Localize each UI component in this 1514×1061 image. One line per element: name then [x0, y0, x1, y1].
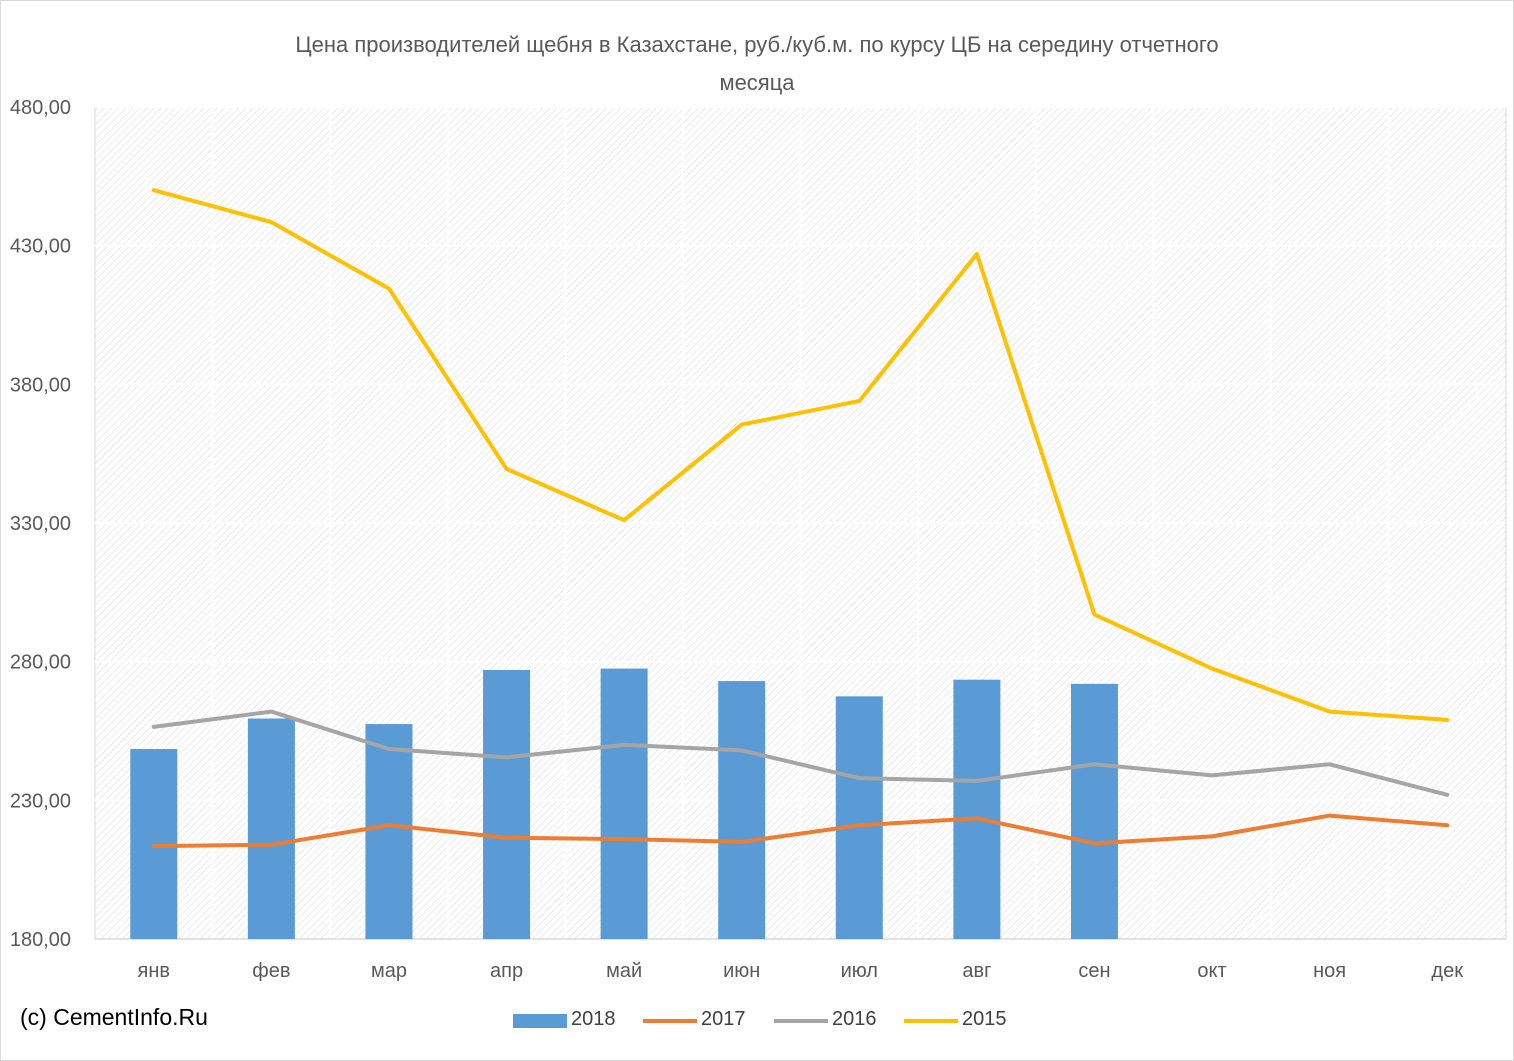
x-tick-label: сен — [1078, 960, 1110, 982]
x-tick-label: июл — [841, 960, 878, 982]
x-tick-label: апр — [490, 960, 523, 982]
y-tick-label: 230,00 — [10, 790, 71, 812]
bar-2018 — [1070, 683, 1118, 939]
x-tick-label: дек — [1431, 960, 1463, 982]
legend-swatch-2016 — [774, 1019, 828, 1023]
line-series-2017 — [151, 813, 1450, 849]
x-tick-label: окт — [1197, 960, 1226, 982]
y-tick-label: 480,00 — [10, 97, 71, 119]
legend-label-2015: 2015 — [962, 1008, 1007, 1030]
line-series-2015 — [151, 188, 1450, 722]
bar-2018 — [600, 668, 648, 939]
y-tick-label: 380,00 — [10, 374, 71, 396]
legend-label-2018: 2018 — [571, 1008, 616, 1030]
y-tick-label: 430,00 — [10, 236, 71, 258]
bar-2018 — [718, 681, 766, 939]
legend-swatch-2015 — [904, 1019, 958, 1023]
x-tick-label: июн — [723, 960, 760, 982]
line-series-2016 — [151, 709, 1450, 797]
x-tick-label: май — [606, 960, 642, 982]
x-tick-label: янв — [138, 960, 171, 982]
bar-2018 — [365, 724, 413, 939]
x-tick-label: мар — [371, 960, 407, 982]
y-tick-label: 180,00 — [10, 929, 71, 951]
legend-label-2016: 2016 — [832, 1008, 877, 1030]
x-tick-label: фев — [252, 960, 290, 982]
bar-2018 — [483, 669, 531, 939]
y-tick-label: 330,00 — [10, 513, 71, 535]
copyright-text: (c) CementInfo.Ru — [20, 1004, 208, 1030]
chart-legend: 2018 2017 2016 2015 — [0, 1006, 1514, 1036]
chart-title-line-2: месяца — [719, 70, 795, 95]
bar-2018 — [953, 679, 1001, 939]
chart-title-line-1: Цена производителей щебня в Казахстане, … — [295, 32, 1219, 57]
x-tick-label: авг — [962, 960, 991, 982]
legend-swatch-2018 — [513, 1014, 567, 1028]
bar-2018 — [247, 718, 295, 939]
y-tick-label: 280,00 — [10, 652, 71, 674]
x-tick-label: ноя — [1313, 960, 1346, 982]
legend-label-2017: 2017 — [701, 1008, 746, 1030]
legend-swatch-2017 — [643, 1019, 697, 1023]
bar-2018 — [835, 696, 883, 939]
